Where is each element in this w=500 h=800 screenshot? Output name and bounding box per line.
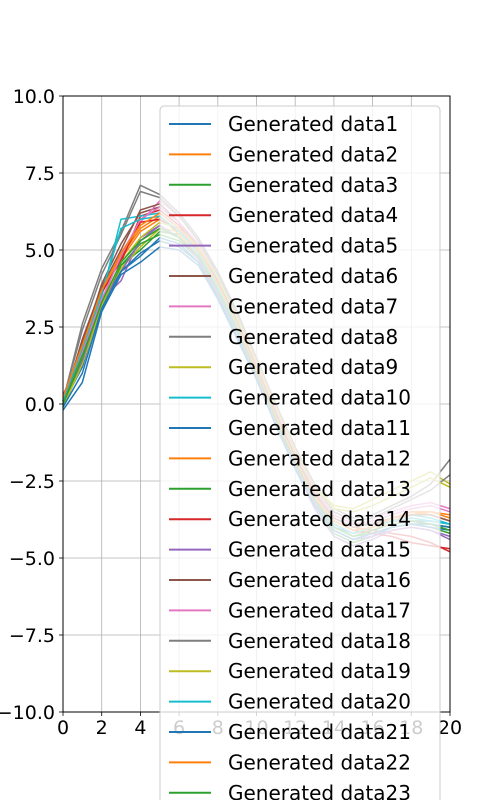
- legend-label: Generated data21: [228, 720, 411, 744]
- y-tick-label: 2.5: [25, 317, 55, 339]
- legend-label: Generated data8: [228, 325, 398, 349]
- x-tick-label: 0: [57, 717, 69, 739]
- y-tick-label: −2.5: [9, 471, 55, 493]
- y-tick-label: −7.5: [9, 625, 55, 647]
- legend-label: Generated data11: [228, 416, 411, 440]
- y-tick-label: 10.0: [13, 86, 55, 108]
- y-tick-label: −5.0: [9, 548, 55, 570]
- y-axis: 10.0 7.5 5.0 2.5 0.0 −2.5 −5.0 −7.5 −10.0: [0, 86, 63, 724]
- y-tick-label: 7.5: [25, 163, 55, 185]
- x-tick-label: 2: [96, 717, 108, 739]
- legend-label: Generated data6: [228, 264, 398, 288]
- legend-label: Generated data22: [228, 750, 411, 774]
- legend-label: Generated data16: [228, 568, 411, 592]
- legend-label: Generated data3: [228, 173, 398, 197]
- legend-label: Generated data9: [228, 355, 398, 379]
- legend: Generated data1 Generated data2 Generated …: [159, 105, 441, 800]
- legend-label: Generated data2: [228, 142, 398, 166]
- legend-label: Generated data4: [228, 203, 398, 227]
- legend-label: Generated data17: [228, 598, 411, 622]
- legend-box: [159, 105, 441, 800]
- legend-label: Generated data5: [228, 234, 398, 258]
- legend-label: Generated data1: [228, 112, 398, 136]
- legend-label: Generated data23: [228, 781, 411, 800]
- legend-label: Generated data19: [228, 659, 411, 683]
- legend-label: Generated data20: [228, 690, 411, 714]
- x-tick-label: 20: [438, 717, 462, 739]
- legend-label: Generated data7: [228, 294, 398, 318]
- legend-label: Generated data14: [228, 507, 411, 531]
- y-tick-label: 0.0: [25, 394, 55, 416]
- legend-label: Generated data10: [228, 386, 411, 410]
- legend-label: Generated data15: [228, 538, 411, 562]
- y-tick-label: 5.0: [25, 240, 55, 262]
- legend-label: Generated data13: [228, 477, 411, 501]
- legend-label: Generated data18: [228, 629, 411, 653]
- x-tick-label: 4: [134, 717, 146, 739]
- legend-label: Generated data12: [228, 446, 411, 470]
- y-tick-label: −10.0: [0, 702, 55, 724]
